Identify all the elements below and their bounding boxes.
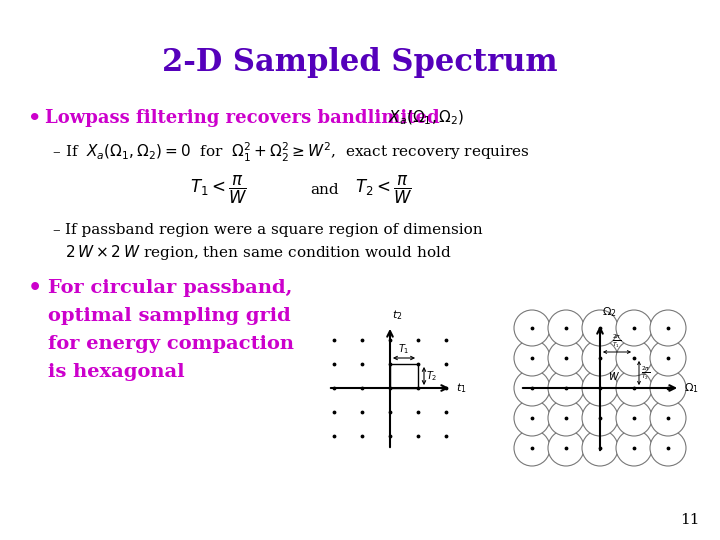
Circle shape (616, 400, 652, 436)
Text: $\frac{2\pi}{T_2}$: $\frac{2\pi}{T_2}$ (641, 364, 650, 382)
Circle shape (650, 400, 686, 436)
Circle shape (582, 310, 618, 346)
Text: is hexagonal: is hexagonal (48, 363, 184, 381)
Text: •: • (28, 108, 41, 128)
Circle shape (548, 310, 584, 346)
Circle shape (548, 340, 584, 376)
Text: $T_2$: $T_2$ (426, 369, 438, 383)
Text: for energy compaction: for energy compaction (48, 335, 294, 353)
Text: and: and (310, 183, 338, 197)
Text: $\frac{2\pi}{T_1}$: $\frac{2\pi}{T_1}$ (612, 333, 621, 350)
Circle shape (616, 310, 652, 346)
Circle shape (548, 370, 584, 406)
Circle shape (514, 340, 550, 376)
Text: optimal sampling grid: optimal sampling grid (48, 307, 291, 325)
Text: $\Omega_2$: $\Omega_2$ (602, 305, 617, 319)
Circle shape (582, 400, 618, 436)
Bar (390, 364, 418, 388)
Text: •: • (28, 277, 42, 299)
Circle shape (514, 370, 550, 406)
Circle shape (616, 430, 652, 466)
Text: $t_2$: $t_2$ (392, 308, 402, 322)
Text: $\Omega_1$: $\Omega_1$ (684, 381, 699, 395)
Text: 2-D Sampled Spectrum: 2-D Sampled Spectrum (162, 46, 558, 78)
Circle shape (514, 310, 550, 346)
Text: $X_a(\Omega_1, \Omega_2)$: $X_a(\Omega_1, \Omega_2)$ (388, 109, 464, 127)
Text: $W$: $W$ (608, 370, 620, 382)
Text: If passband region were a square region of dimension: If passband region were a square region … (65, 223, 482, 237)
Text: $T_2 < \dfrac{\pi}{W}$: $T_2 < \dfrac{\pi}{W}$ (355, 174, 413, 206)
Circle shape (582, 340, 618, 376)
Text: $T_1$: $T_1$ (398, 342, 410, 356)
Circle shape (514, 400, 550, 436)
Circle shape (650, 340, 686, 376)
Circle shape (548, 430, 584, 466)
Text: Lowpass filtering recovers bandlimited: Lowpass filtering recovers bandlimited (45, 109, 446, 127)
Text: $t_1$: $t_1$ (456, 381, 467, 395)
Text: –: – (52, 223, 60, 237)
Text: 11: 11 (680, 513, 700, 527)
Circle shape (616, 340, 652, 376)
Text: For circular passband,: For circular passband, (48, 279, 292, 297)
Circle shape (616, 370, 652, 406)
Circle shape (582, 430, 618, 466)
Circle shape (582, 370, 618, 406)
Circle shape (650, 310, 686, 346)
Text: –: – (52, 145, 60, 159)
Circle shape (650, 370, 686, 406)
Circle shape (548, 400, 584, 436)
Text: $T_1 < \dfrac{\pi}{W}$: $T_1 < \dfrac{\pi}{W}$ (190, 174, 248, 206)
Text: $2\,W \times 2\,W$ region, then same condition would hold: $2\,W \times 2\,W$ region, then same con… (65, 242, 451, 261)
Circle shape (514, 430, 550, 466)
Text: If  $X_a(\Omega_1, \Omega_2) = 0$  for  $\Omega_1^2 + \Omega_2^2 \geq W^2$,  exa: If $X_a(\Omega_1, \Omega_2) = 0$ for $\O… (65, 140, 530, 164)
Circle shape (650, 430, 686, 466)
